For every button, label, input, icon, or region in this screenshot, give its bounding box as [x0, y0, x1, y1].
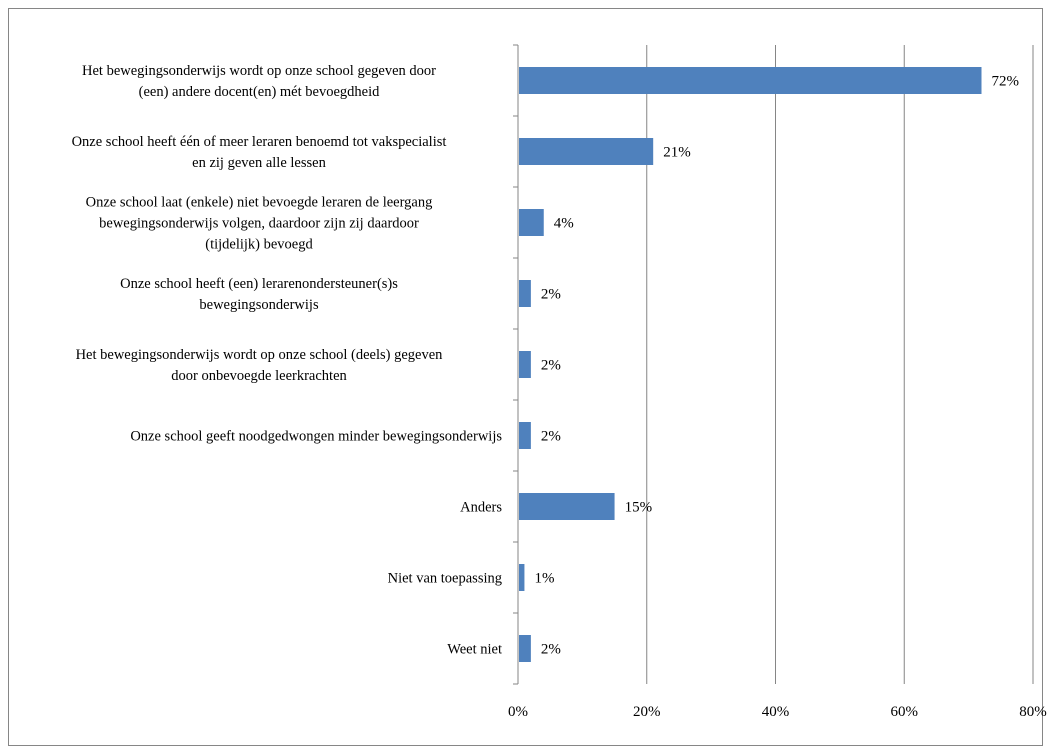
data-label: 21% [663, 145, 691, 161]
category-label: Het bewegingsonderwijs wordt op onze sch… [76, 347, 444, 384]
data-label: 4% [554, 216, 574, 232]
bar [519, 209, 544, 236]
category-label: Onze school laat (enkele) niet bevoegde … [86, 195, 433, 253]
data-label: 72% [992, 74, 1020, 90]
bar [519, 564, 525, 591]
category-label: Niet van toepassing [388, 571, 502, 587]
category-label: Onze school geeft noodgedwongen minder b… [130, 429, 502, 445]
data-label: 2% [541, 287, 561, 303]
category-label: Anders [460, 500, 502, 516]
data-label: 1% [534, 571, 554, 587]
bar [519, 351, 531, 378]
bar [519, 493, 615, 520]
bar [519, 280, 531, 307]
bar [519, 138, 654, 165]
bar [519, 422, 531, 449]
category-label: Weet niet [447, 642, 502, 658]
x-tick-label: 40% [762, 704, 790, 720]
bar [519, 67, 982, 94]
data-label: 2% [541, 642, 561, 658]
category-label: Onze school heeft (een) lerarenondersteu… [120, 276, 398, 313]
data-label: 2% [541, 358, 561, 374]
category-label: Onze school heeft één of meer leraren be… [72, 134, 447, 171]
bar [519, 635, 531, 662]
data-label: 15% [625, 500, 653, 516]
x-tick-label: 60% [891, 704, 919, 720]
x-tick-label: 20% [633, 704, 661, 720]
category-label: Het bewegingsonderwijs wordt op onze sch… [82, 63, 436, 100]
x-tick-label: 80% [1019, 704, 1047, 720]
data-label: 2% [541, 429, 561, 445]
x-tick-label: 0% [508, 704, 528, 720]
